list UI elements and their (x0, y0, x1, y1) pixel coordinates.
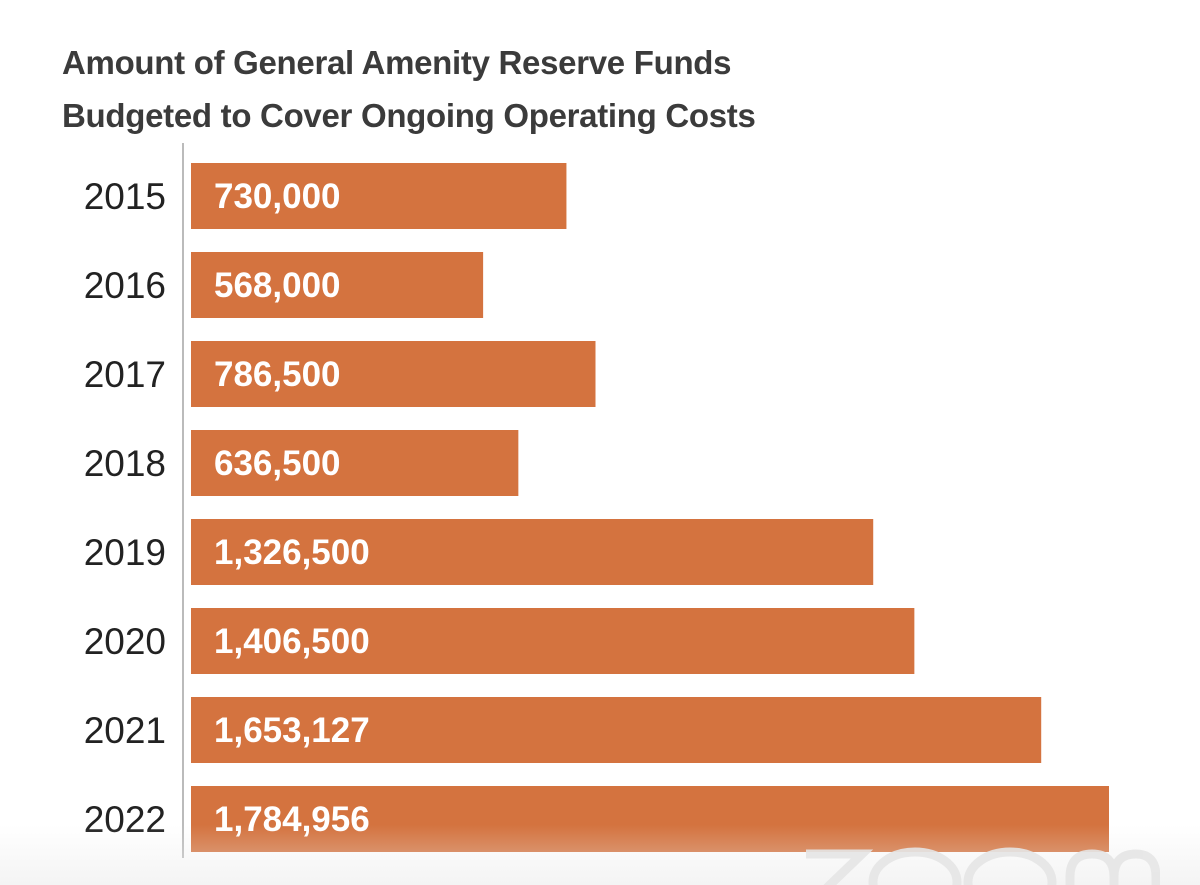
category-label-2021: 2021 (84, 710, 166, 751)
value-label-2018: 636,500 (214, 444, 341, 483)
bar-2019 (191, 519, 874, 585)
category-label-2019: 2019 (84, 532, 166, 573)
category-label-2017: 2017 (84, 354, 166, 395)
value-label-2021: 1,653,127 (214, 711, 370, 750)
value-label-2016: 568,000 (214, 266, 341, 305)
category-label-2016: 2016 (84, 265, 166, 306)
value-label-2020: 1,406,500 (214, 622, 370, 661)
chart-title-line-2: Budgeted to Cover Ongoing Operating Cost… (62, 97, 756, 134)
value-label-2017: 786,500 (214, 355, 341, 394)
bar-2017 (191, 341, 596, 407)
bar-2021 (191, 697, 1042, 763)
value-labels-group: 730,000 568,000 786,500 636,500 1,326,500 1,4… (214, 177, 370, 839)
category-labels-group: 2015 2016 2017 2018 2019 2020 2021 2022 (84, 176, 166, 840)
bar-2018 (191, 430, 519, 496)
category-label-2015: 2015 (84, 176, 166, 217)
bar-2020 (191, 608, 915, 674)
bar-2015 (191, 163, 567, 229)
category-label-2022: 2022 (84, 799, 166, 840)
chart-title-line-1: Amount of General Amenity Reserve Funds (62, 44, 732, 81)
value-label-2019: 1,326,500 (214, 533, 370, 572)
bar-2016 (191, 252, 484, 318)
category-label-2018: 2018 (84, 443, 166, 484)
value-label-2022: 1,784,956 (214, 800, 370, 839)
category-label-2020: 2020 (84, 621, 166, 662)
value-label-2015: 730,000 (214, 177, 341, 216)
